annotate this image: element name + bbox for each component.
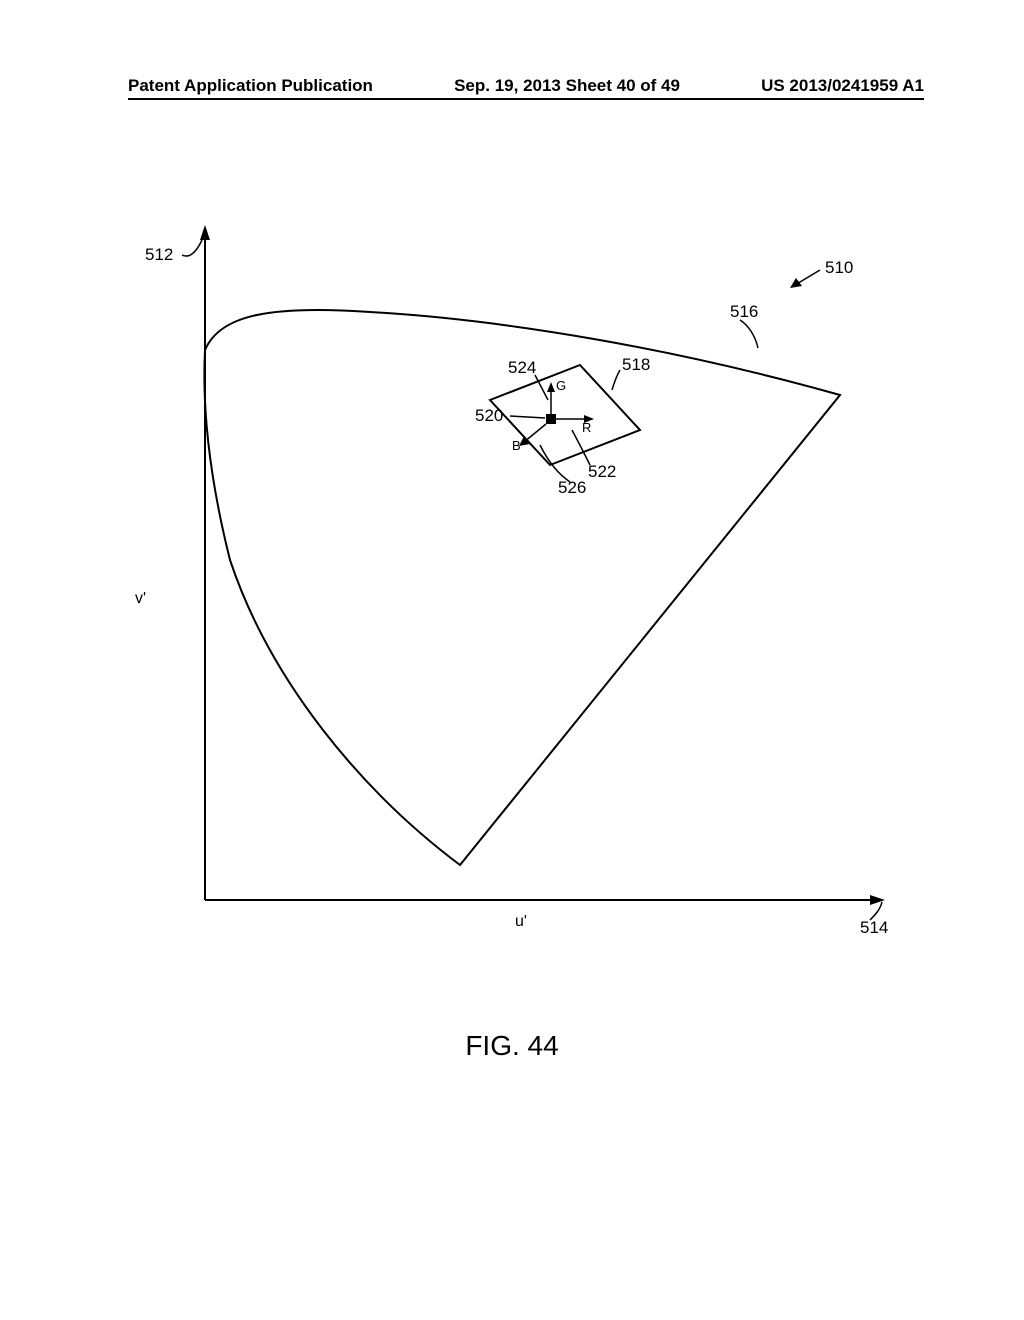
ref-520-leader <box>510 416 545 418</box>
ref-518-label: 518 <box>622 355 650 375</box>
center-point <box>546 414 556 424</box>
b-arrow-line <box>524 424 546 442</box>
ref-510-label: 510 <box>825 258 853 278</box>
ref-524-label: 524 <box>508 358 536 378</box>
label-g: G <box>556 378 566 393</box>
label-r: R <box>582 420 591 435</box>
chromaticity-diagram: v' u' 510 512 514 516 518 520 522 524 52… <box>140 220 900 940</box>
diagram-svg <box>140 220 900 940</box>
ref-510-arrow <box>790 278 802 288</box>
x-axis-arrow <box>870 895 885 905</box>
ref-514-label: 514 <box>860 918 888 938</box>
g-arrow-head <box>547 382 555 392</box>
ref-522-leader <box>572 430 590 465</box>
ref-512-leader <box>182 240 202 256</box>
ref-526-label: 526 <box>558 478 586 498</box>
ref-520-label: 520 <box>475 406 503 426</box>
ref-516-leader <box>740 320 758 348</box>
y-axis-label: v' <box>135 590 146 608</box>
figure-caption: FIG. 44 <box>0 1030 1024 1062</box>
y-axis-arrow <box>200 225 210 240</box>
ref-518-leader <box>612 370 620 390</box>
label-b: B <box>512 438 521 453</box>
x-axis-label: u' <box>515 913 527 931</box>
ref-522-label: 522 <box>588 462 616 482</box>
ref-516-label: 516 <box>730 302 758 322</box>
header-center: Sep. 19, 2013 Sheet 40 of 49 <box>454 76 680 96</box>
spectral-locus <box>204 310 840 865</box>
header-right: US 2013/0241959 A1 <box>761 76 924 96</box>
header-left: Patent Application Publication <box>128 76 373 96</box>
header-divider <box>128 98 924 100</box>
page-header: Patent Application Publication Sep. 19, … <box>128 76 924 96</box>
ref-512-label: 512 <box>145 245 173 265</box>
